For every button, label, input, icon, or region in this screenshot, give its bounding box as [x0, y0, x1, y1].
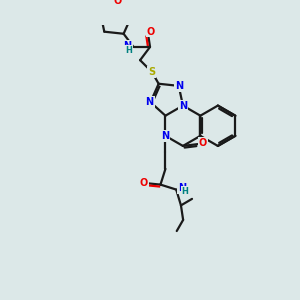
- Text: N: N: [146, 97, 154, 107]
- Text: S: S: [148, 67, 155, 77]
- Text: H: H: [182, 187, 189, 196]
- Text: O: O: [199, 138, 207, 148]
- Text: N: N: [124, 41, 132, 51]
- Text: N: N: [161, 131, 169, 141]
- Text: O: O: [147, 26, 155, 37]
- Text: O: O: [114, 0, 122, 6]
- Text: N: N: [175, 81, 183, 91]
- Text: N: N: [178, 183, 186, 193]
- Text: H: H: [125, 46, 132, 55]
- Text: O: O: [140, 178, 148, 188]
- Text: N: N: [179, 100, 187, 111]
